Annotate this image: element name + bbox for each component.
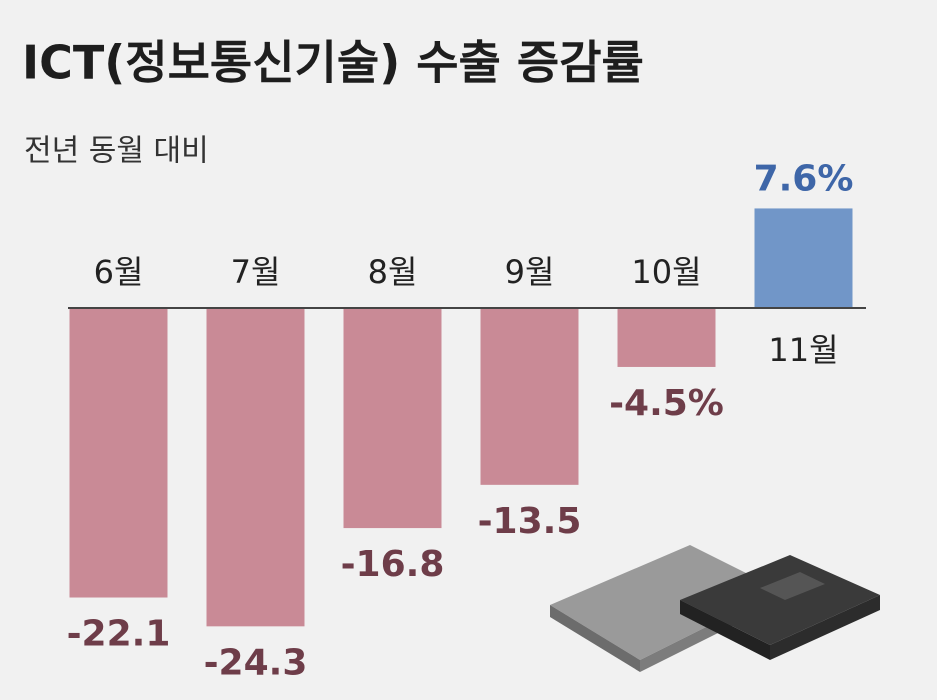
value-label: -16.8 — [341, 544, 445, 585]
bar — [206, 308, 305, 627]
x-tick-label: 8월 — [368, 253, 418, 291]
x-tick-label: 11월 — [768, 331, 838, 369]
value-label: -4.5% — [609, 383, 724, 424]
bar — [69, 308, 168, 598]
chip-illustration — [550, 545, 880, 672]
x-tick-label: 9월 — [505, 253, 555, 291]
value-label: -22.1 — [67, 614, 171, 655]
bar — [754, 208, 853, 308]
chart-title: ICT(정보통신기술) 수출 증감률 — [22, 36, 644, 90]
chart-subtitle: 전년 동월 대비 — [24, 134, 209, 169]
bar — [343, 308, 442, 529]
value-label: 7.6% — [754, 158, 854, 199]
bar — [617, 308, 716, 367]
value-label: -24.3 — [204, 642, 308, 683]
x-tick-label: 6월 — [94, 253, 144, 291]
value-label: -13.5 — [478, 501, 582, 542]
bar — [480, 308, 579, 485]
x-tick-label: 10월 — [631, 253, 701, 291]
x-tick-label: 7월 — [231, 253, 281, 291]
